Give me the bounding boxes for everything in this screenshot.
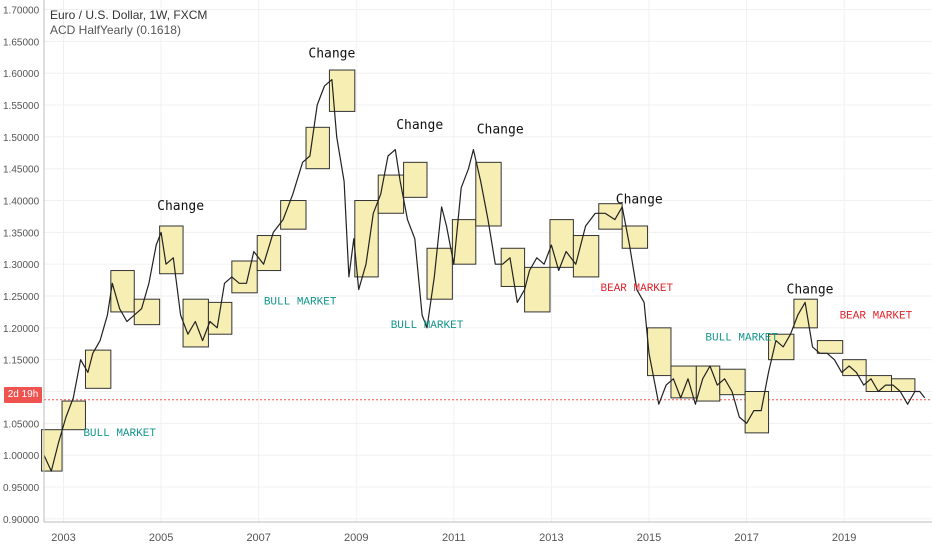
- y-tick-label: 1.35000: [3, 228, 40, 239]
- x-tick-label: 2019: [832, 532, 856, 544]
- y-tick-label: 0.90000: [3, 515, 40, 526]
- acd-box: [61, 400, 86, 431]
- acd-box: [549, 219, 574, 268]
- x-tick-label: 2015: [637, 532, 661, 544]
- bull-market-label: BULL MARKET: [391, 320, 464, 332]
- change-label: Change: [616, 193, 663, 208]
- x-axis: 2003 2005 2007 2009 2011 2013 2015 2017 2019: [44, 521, 932, 544]
- x-tick-label: 2013: [539, 532, 563, 544]
- acd-box: [84, 349, 112, 389]
- y-tick-label: 1.50000: [3, 133, 40, 144]
- acd-box: [500, 247, 526, 287]
- bar-countdown-badge: 2d 19h: [4, 387, 42, 403]
- acd-box: [793, 298, 818, 329]
- x-tick-label: 2017: [734, 532, 758, 544]
- acd-box: [768, 333, 795, 361]
- acd-box: [377, 174, 405, 214]
- y-tick-label: 1.15000: [3, 356, 40, 367]
- acd-box: [719, 368, 746, 396]
- acd-box: [403, 161, 428, 198]
- y-tick-label: 1.40000: [3, 197, 40, 208]
- bull-market-label: BULL MARKET: [264, 296, 337, 308]
- price-line: [43, 78, 926, 472]
- y-axis: 0.900000.950001.000001.050001.100001.150…: [3, 0, 45, 526]
- acd-box: [744, 391, 770, 434]
- acd-box: [207, 301, 233, 335]
- bull-market-label: BULL MARKET: [705, 333, 778, 345]
- y-tick-label: 1.20000: [3, 324, 40, 335]
- chart-legend: Euro / U.S. Dollar, 1W, FXCM ACD HalfYea…: [50, 8, 207, 38]
- bear-market-label: BEAR MARKET: [840, 310, 913, 322]
- bear-market-label: BEAR MARKET: [601, 283, 674, 295]
- x-tick-label: 2003: [51, 532, 75, 544]
- acd-box: [231, 260, 258, 294]
- y-tick-label: 1.00000: [3, 451, 40, 462]
- change-label: Change: [308, 46, 355, 61]
- legend-title: Euro / U.S. Dollar, 1W, FXCM: [50, 8, 208, 22]
- price-series: [43, 78, 926, 472]
- y-tick-label: 1.65000: [3, 37, 40, 48]
- y-tick-label: 1.05000: [3, 419, 40, 430]
- acd-box: [475, 161, 502, 227]
- acd-box: [354, 200, 379, 278]
- y-tick-label: 0.95000: [3, 483, 40, 494]
- y-tick-label: 1.60000: [3, 69, 40, 80]
- acd-box: [426, 247, 453, 300]
- acd-box: [159, 225, 184, 275]
- change-label: Change: [787, 282, 834, 297]
- change-label: Change: [157, 199, 204, 214]
- y-tick-label: 1.70000: [3, 6, 40, 17]
- y-tick-label: 1.45000: [3, 165, 40, 176]
- x-tick-label: 2007: [246, 532, 270, 544]
- y-tick-label: 1.30000: [3, 260, 40, 271]
- acd-box: [41, 429, 63, 472]
- chart-annotations: Change Change Change Change Change Change BULL…: [83, 46, 912, 440]
- x-tick-label: 2005: [149, 532, 173, 544]
- acd-box: [256, 235, 282, 272]
- change-label: Change: [396, 118, 443, 133]
- acd-box: [865, 375, 893, 392]
- acd-box: [305, 126, 330, 170]
- legend-indicator: ACD HalfYearly (0.1618): [50, 23, 181, 37]
- acd-boxes: [41, 69, 916, 472]
- acd-box: [842, 359, 867, 377]
- change-label: Change: [477, 123, 524, 138]
- acd-box: [816, 340, 844, 354]
- x-tick-label: 2011: [442, 532, 466, 544]
- acd-box: [451, 219, 477, 265]
- y-tick-label: 1.25000: [3, 292, 40, 303]
- grid-lines: [44, 0, 932, 522]
- acd-box: [891, 378, 916, 392]
- acd-box: [572, 235, 600, 278]
- x-tick-label: 2009: [344, 532, 368, 544]
- bull-market-label: BULL MARKET: [83, 428, 156, 440]
- acd-box: [647, 327, 672, 377]
- y-tick-label: 1.55000: [3, 101, 40, 112]
